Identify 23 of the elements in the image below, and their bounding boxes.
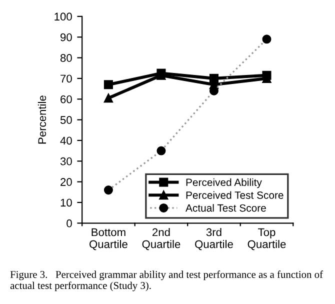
legend-label: Actual Test Score bbox=[186, 204, 266, 212]
x-tick-label: 3rd Quartile bbox=[195, 228, 233, 250]
y-tick-label: 70 bbox=[60, 74, 72, 83]
caption: Figure 3. Perceived grammar ability and test performance as a function of actual test performance (Study 3). bbox=[10, 270, 324, 292]
x-tick-label: 2nd Quartile bbox=[142, 228, 180, 250]
point bbox=[104, 80, 113, 90]
y-tick-label: 20 bbox=[60, 178, 72, 186]
y-tick-label: 0 bbox=[66, 219, 72, 228]
legend-label: Perceived Test Score bbox=[186, 191, 284, 199]
x-tick-label: Bottom Quartile bbox=[90, 228, 128, 250]
point bbox=[104, 94, 113, 103]
x-tick-label: Top Quartile bbox=[248, 228, 286, 250]
y-tick-label: 30 bbox=[60, 157, 72, 166]
y-tick-label: 100 bbox=[54, 12, 72, 21]
y-tick-label: 60 bbox=[60, 95, 72, 104]
y-tick-label: 10 bbox=[60, 198, 72, 207]
y-tick-label: 80 bbox=[60, 54, 72, 62]
y-tick-label: 50 bbox=[60, 116, 72, 124]
y-tick-label: 40 bbox=[60, 136, 72, 145]
y-tick-label: 90 bbox=[60, 33, 72, 42]
y-axis-title: Percentile bbox=[38, 96, 46, 144]
point bbox=[209, 74, 218, 83]
legend-label: Perceived Ability bbox=[186, 178, 262, 188]
